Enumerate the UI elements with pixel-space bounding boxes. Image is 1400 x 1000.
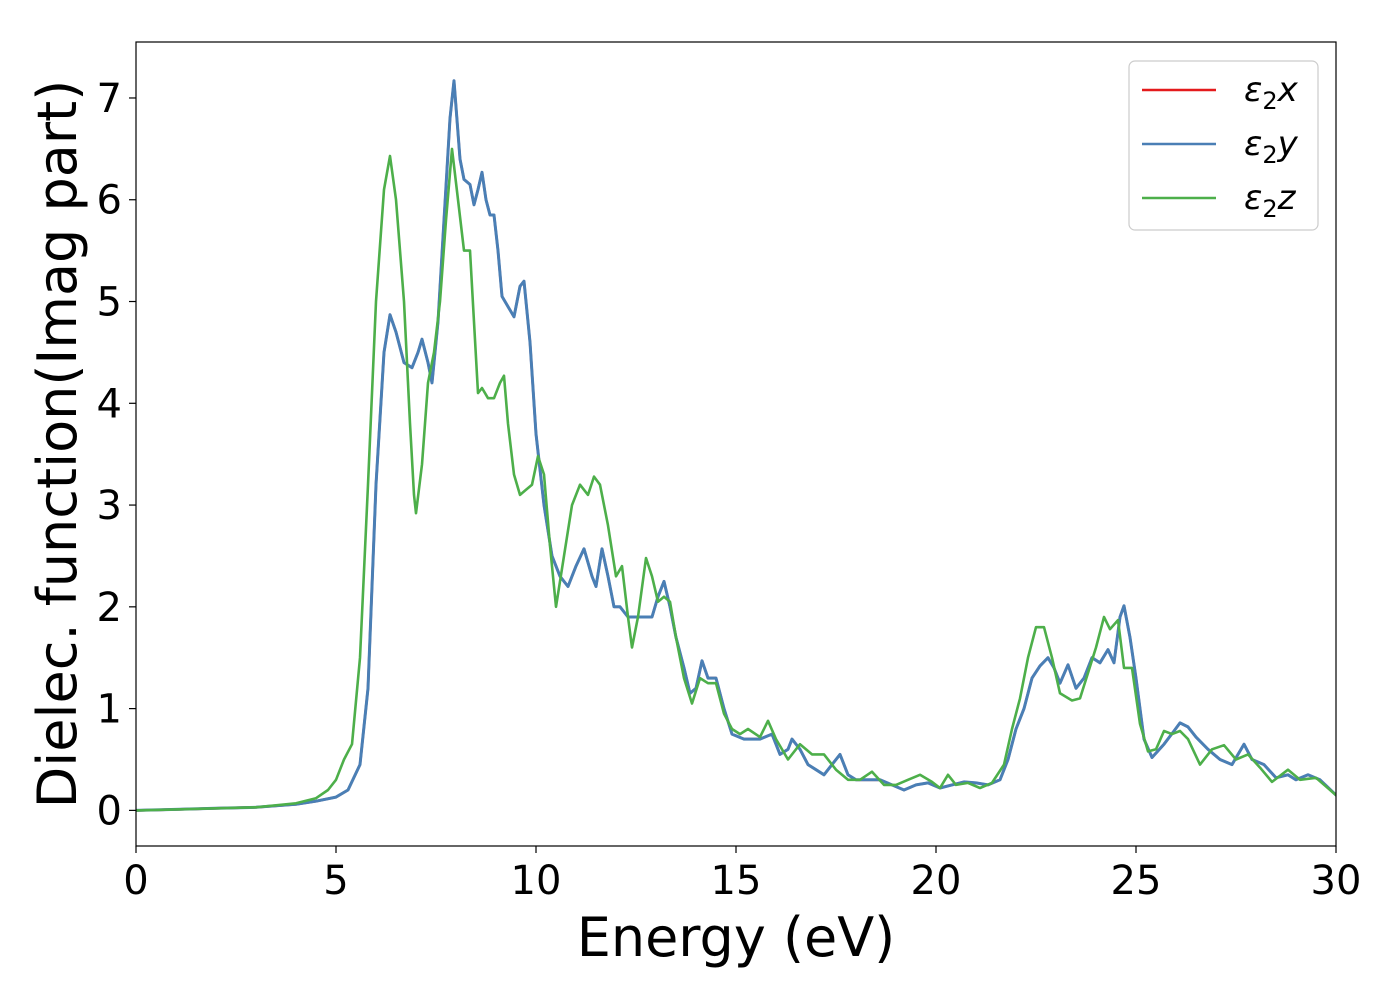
x-tick-label: 5	[323, 858, 348, 904]
y-tick-label: 2	[97, 585, 122, 631]
y-tick-label: 5	[97, 280, 122, 326]
y-tick-label: 7	[97, 76, 122, 122]
x-tick-label: 0	[123, 858, 148, 904]
y-tick-label: 1	[97, 687, 122, 733]
x-tick-label: 20	[911, 858, 962, 904]
y-tick-label: 6	[97, 178, 122, 224]
legend-label-ε2x: ε2x	[1244, 70, 1299, 115]
x-tick-label: 25	[1111, 858, 1162, 904]
x-tick-label: 10	[511, 858, 562, 904]
series-lines	[136, 79, 1336, 812]
legend-label-ε2y: ε2y	[1244, 124, 1299, 169]
y-tick-label: 3	[97, 483, 122, 529]
x-tick-label: 30	[1311, 858, 1362, 904]
y-axis-label: Dielec. function(Imag part)	[26, 80, 89, 809]
x-tick-label: 15	[711, 858, 762, 904]
series-line-ε2z	[136, 147, 1336, 812]
legend-box	[1128, 60, 1319, 231]
y-tick-label: 0	[97, 788, 122, 834]
x-axis-label: Energy (eV)	[577, 906, 896, 969]
legend: ε2x ε2y ε2z	[1128, 60, 1319, 231]
legend-label-ε2z: ε2z	[1244, 178, 1297, 223]
ticks: 0 5 10 15 20 25 30 0 1 2 3 4 5 6 7	[97, 76, 1362, 904]
y-tick-label: 4	[97, 381, 122, 427]
